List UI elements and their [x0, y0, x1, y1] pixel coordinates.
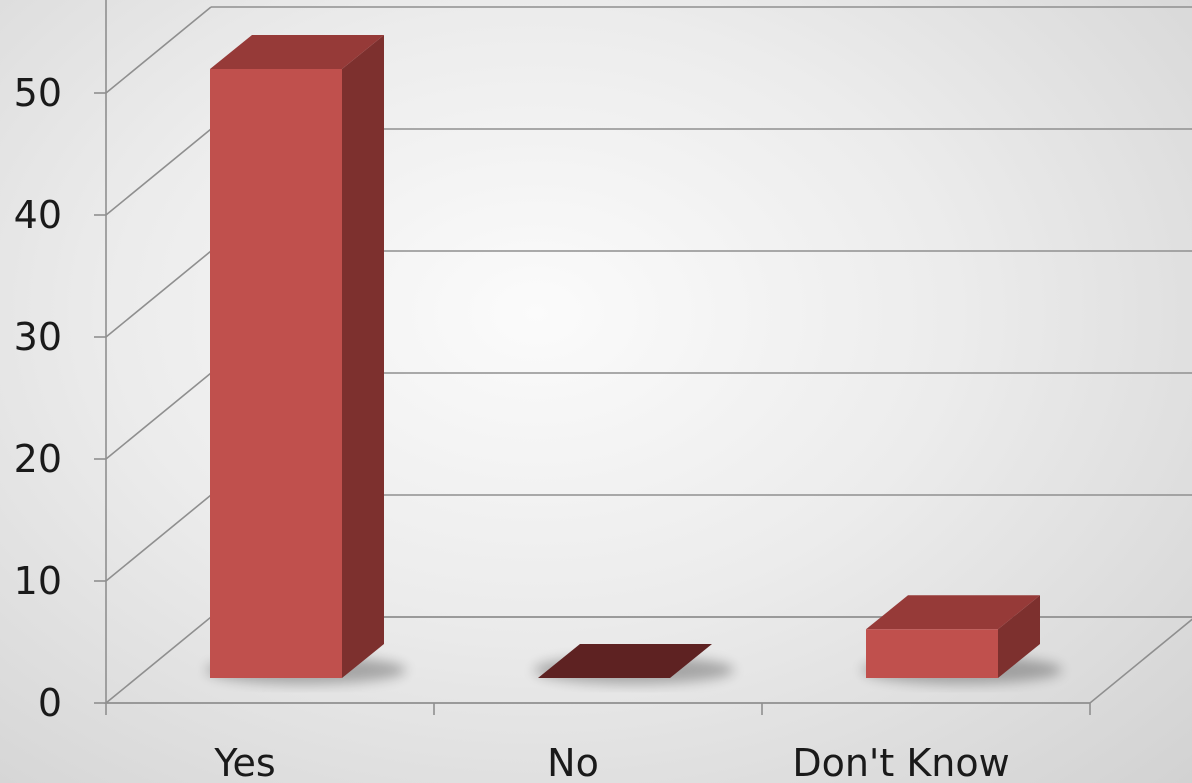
y-tick-label: 30 — [14, 315, 62, 359]
y-tick-label: 20 — [14, 437, 62, 481]
gridline-side — [105, 128, 212, 216]
labels: 0 10 20 30 40 50 Yes No Don't Know — [14, 71, 1010, 783]
axes — [94, 0, 1091, 715]
gridline-side — [105, 6, 212, 94]
x-category-label: Don't Know — [792, 741, 1009, 783]
bars — [206, 35, 1062, 684]
bar-top — [866, 595, 1040, 630]
y-tick-label: 0 — [38, 681, 62, 725]
gridline-side — [105, 372, 212, 460]
bar-side — [342, 35, 384, 678]
bar-side — [998, 595, 1040, 678]
bar-don-t-know — [866, 629, 998, 678]
bar-yes — [210, 69, 342, 678]
gridline-side — [105, 494, 212, 582]
bar-top — [210, 35, 384, 69]
gridline-side — [105, 250, 212, 338]
bar-no-top — [538, 644, 712, 678]
x-category-label: Yes — [213, 741, 275, 783]
y-tick-label: 50 — [14, 71, 62, 115]
y-tick-label: 40 — [14, 193, 62, 237]
x-category-label: No — [547, 741, 599, 783]
y-tick-label: 10 — [14, 559, 62, 603]
